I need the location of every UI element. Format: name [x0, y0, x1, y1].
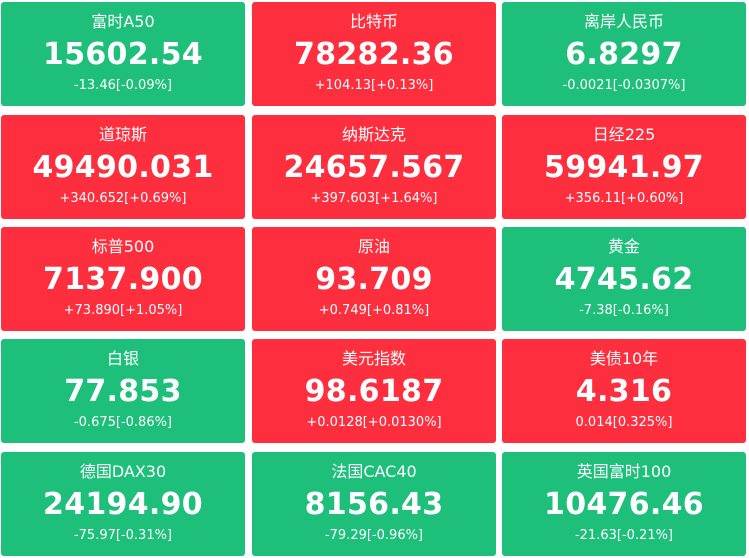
quote-change: 0.014[0.325%] [575, 415, 673, 430]
quote-tile-cac-40[interactable]: 法国CAC40 8156.43 -79.29[-0.96%] [252, 452, 496, 556]
quote-change: -21.63[-0.21%] [574, 528, 674, 543]
quote-change: -0.675[-0.86%] [73, 415, 173, 430]
quote-change: -13.46[-0.09%] [73, 78, 173, 93]
quote-name: 黄金 [607, 237, 640, 256]
quote-name: 德国DAX30 [79, 462, 167, 481]
quote-price: 78282.36 [294, 37, 454, 72]
quote-price: 49490.031 [32, 150, 214, 185]
quote-price: 15602.54 [43, 37, 203, 72]
quote-change: -7.38[-0.16%] [579, 303, 669, 318]
quote-tile-dollar-index[interactable]: 美元指数 98.6187 +0.0128[+0.0130%] [252, 339, 496, 443]
quote-tile-silver[interactable]: 白银 77.853 -0.675[-0.86%] [1, 339, 245, 443]
quote-name: 富时A50 [91, 12, 155, 31]
quote-name: 英国富时100 [576, 462, 672, 481]
quote-name: 比特币 [349, 12, 398, 31]
quote-tile-ftse-100[interactable]: 英国富时100 10476.46 -21.63[-0.21%] [502, 452, 746, 556]
quote-change: +340.652[+0.69%] [59, 191, 187, 206]
quote-price: 59941.97 [544, 150, 704, 185]
quote-change: +104.13[+0.13%] [314, 78, 434, 93]
quote-tile-us-10y-treasury[interactable]: 美债10年 4.316 0.014[0.325%] [502, 339, 746, 443]
quote-name: 美债10年 [589, 349, 659, 368]
quote-tile-dow-jones[interactable]: 道琼斯 49490.031 +340.652[+0.69%] [1, 115, 245, 219]
quote-tile-nikkei-225[interactable]: 日经225 59941.97 +356.11[+0.60%] [502, 115, 746, 219]
quote-tile-dax-30[interactable]: 德国DAX30 24194.90 -75.97[-0.31%] [1, 452, 245, 556]
quote-tile-sp-500[interactable]: 标普500 7137.900 +73.890[+1.05%] [1, 227, 245, 331]
quote-tile-ftse-china-a50[interactable]: 富时A50 15602.54 -13.46[-0.09%] [1, 2, 245, 106]
quote-price: 24194.90 [43, 487, 203, 522]
quote-price: 4745.62 [554, 262, 694, 297]
quote-name: 美元指数 [341, 349, 406, 368]
quote-change: -75.97[-0.31%] [73, 528, 173, 543]
quote-tile-crude-oil[interactable]: 原油 93.709 +0.749[+0.81%] [252, 227, 496, 331]
quote-tile-gold[interactable]: 黄金 4745.62 -7.38[-0.16%] [502, 227, 746, 331]
quote-change: -0.0021[-0.0307%] [562, 78, 686, 93]
quote-name: 法国CAC40 [331, 462, 417, 481]
quote-tile-nasdaq[interactable]: 纳斯达克 24657.567 +397.603[+1.64%] [252, 115, 496, 219]
quote-name: 原油 [357, 237, 390, 256]
quote-price: 7137.900 [43, 262, 203, 297]
quote-name: 离岸人民币 [583, 12, 664, 31]
quote-price: 4.316 [575, 374, 673, 409]
quote-name: 白银 [106, 349, 139, 368]
quote-price: 77.853 [64, 374, 182, 409]
quote-name: 纳斯达克 [341, 125, 406, 144]
quote-price: 98.6187 [304, 374, 444, 409]
quote-change: -79.29[-0.96%] [324, 528, 424, 543]
quote-tile-offshore-cny[interactable]: 离岸人民币 6.8297 -0.0021[-0.0307%] [502, 2, 746, 106]
quote-price: 6.8297 [565, 37, 683, 72]
quote-price: 8156.43 [304, 487, 444, 522]
quote-change: +0.0128[+0.0130%] [306, 415, 442, 430]
quote-price: 24657.567 [283, 150, 465, 185]
quote-name: 道琼斯 [98, 125, 147, 144]
quote-name: 日经225 [592, 125, 656, 144]
quote-change: +397.603[+1.64%] [310, 191, 438, 206]
quote-name: 标普500 [91, 237, 155, 256]
quote-change: +73.890[+1.05%] [63, 303, 183, 318]
quote-change: +356.11[+0.60%] [564, 191, 684, 206]
quote-tile-bitcoin[interactable]: 比特币 78282.36 +104.13[+0.13%] [252, 2, 496, 106]
quote-price: 10476.46 [544, 487, 704, 522]
quote-price: 93.709 [315, 262, 433, 297]
quote-change: +0.749[+0.81%] [318, 303, 430, 318]
